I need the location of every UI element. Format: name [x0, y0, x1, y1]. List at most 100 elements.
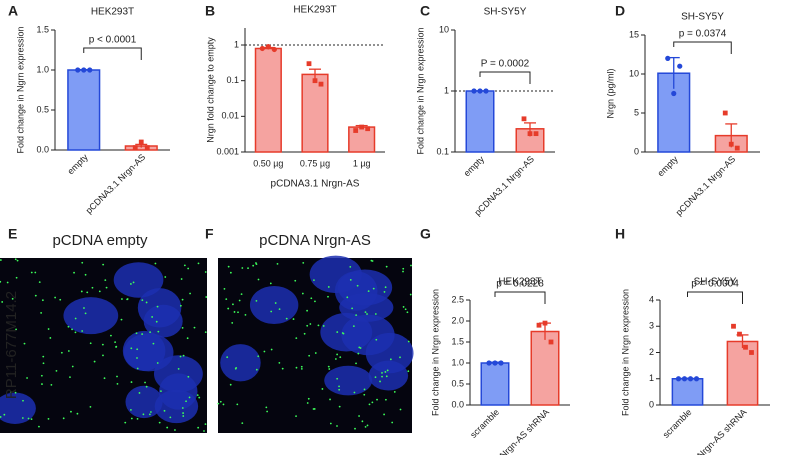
speck — [15, 328, 17, 331]
speck — [141, 299, 144, 302]
speck — [163, 409, 166, 412]
speck — [307, 397, 310, 400]
speck — [154, 262, 157, 265]
replicate-point — [665, 55, 671, 62]
significance-bracket — [83, 47, 142, 60]
speck — [204, 331, 207, 334]
speck — [227, 265, 230, 268]
y-tick-label: 0.5 — [451, 378, 464, 388]
x-tick-label: empty — [65, 152, 90, 177]
speck — [180, 278, 183, 280]
speck — [110, 334, 112, 337]
speck — [169, 416, 172, 419]
speck — [47, 417, 50, 420]
nucleus — [324, 365, 373, 396]
replicate-point — [681, 376, 688, 382]
speck — [366, 424, 369, 427]
replicate-point — [312, 78, 318, 84]
bar — [67, 69, 101, 151]
replicate-point — [737, 331, 742, 337]
y-tick-label: 1.5 — [451, 336, 464, 346]
speck — [120, 318, 123, 321]
speck — [74, 317, 77, 320]
speck — [93, 360, 96, 363]
speck — [391, 421, 394, 424]
speck — [21, 417, 24, 419]
image-f — [217, 255, 414, 433]
y-tick-label: 10 — [439, 24, 449, 34]
speck — [115, 345, 118, 348]
speck — [355, 314, 358, 317]
speck — [55, 369, 58, 372]
speck — [144, 381, 146, 384]
speck — [0, 416, 2, 418]
speck — [185, 400, 187, 403]
speck — [241, 267, 244, 269]
y-axis-label: Nrgn fold change to empty — [205, 37, 215, 143]
speck — [86, 291, 89, 294]
speck — [364, 425, 367, 428]
speck — [321, 388, 324, 390]
speck — [16, 259, 19, 262]
speck — [130, 347, 133, 350]
nucleus — [143, 304, 183, 338]
nucleus — [220, 344, 261, 382]
panel-letter: G — [420, 226, 431, 242]
y-tick-label: 1 — [444, 85, 449, 95]
y-tick-label: 2.0 — [451, 315, 464, 325]
speck — [266, 410, 269, 413]
speck — [384, 371, 387, 373]
panel-letter: E — [8, 226, 17, 242]
speck — [301, 292, 304, 295]
speck — [101, 343, 104, 346]
speck — [233, 311, 236, 313]
y-axis-label: Fold change in Nrgn expression — [415, 27, 425, 154]
speck — [274, 302, 277, 304]
speck — [355, 362, 357, 365]
speck — [179, 304, 182, 307]
chart-title: SH-SY5Y — [681, 12, 724, 23]
bar — [301, 73, 329, 153]
speck — [322, 325, 325, 327]
replicate-point — [486, 360, 492, 366]
speck — [255, 299, 258, 302]
speck — [341, 332, 344, 334]
speck — [219, 400, 222, 403]
speck — [336, 377, 339, 380]
speck — [263, 350, 266, 353]
speck — [104, 279, 107, 282]
speck — [71, 365, 74, 368]
bar — [671, 378, 704, 406]
y-tick-label: 0.001 — [216, 146, 239, 156]
speck — [265, 406, 268, 409]
y-tick-label: 0.0 — [451, 399, 464, 409]
speck — [177, 367, 180, 370]
speck — [30, 271, 33, 274]
replicate-point — [318, 81, 324, 87]
speck — [182, 354, 185, 357]
speck — [353, 391, 356, 394]
nucleus — [337, 269, 393, 306]
speck — [270, 348, 273, 351]
speck — [237, 311, 239, 314]
x-axis-label: pCDNA3.1 Nrgn-AS — [271, 179, 360, 190]
speck — [54, 296, 57, 299]
speck — [76, 412, 79, 415]
significance-bracket — [673, 41, 732, 54]
bar — [465, 90, 495, 153]
speck — [136, 348, 139, 351]
speck — [198, 396, 201, 399]
speck — [42, 362, 45, 365]
speck — [314, 300, 316, 303]
speck — [60, 351, 63, 354]
speck — [399, 356, 401, 359]
speck — [174, 429, 176, 431]
speck — [166, 426, 169, 429]
significance-bracket — [494, 291, 546, 304]
speck — [6, 281, 9, 284]
replicate-point — [749, 350, 754, 355]
speck — [121, 298, 123, 300]
speck — [232, 303, 234, 306]
speck — [49, 337, 52, 339]
speck — [83, 307, 85, 309]
